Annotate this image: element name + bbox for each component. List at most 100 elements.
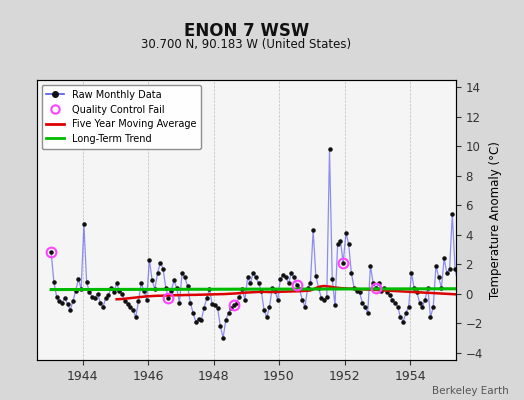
Point	[486, 284, 495, 291]
Point	[279, 271, 287, 278]
Point	[432, 262, 440, 269]
Point	[235, 294, 244, 300]
Point	[159, 266, 167, 272]
Point	[115, 288, 124, 294]
Point	[481, 255, 489, 262]
Point	[506, 248, 514, 254]
Point	[99, 304, 107, 310]
Point	[519, 288, 524, 294]
Text: Berkeley Earth: Berkeley Earth	[432, 386, 508, 396]
Point	[118, 290, 126, 297]
Point	[121, 298, 129, 304]
Point	[58, 299, 66, 306]
Point	[186, 299, 194, 306]
Point	[301, 304, 309, 310]
Point	[254, 280, 263, 286]
Point	[154, 270, 162, 276]
Point	[416, 299, 424, 306]
Point	[222, 317, 230, 324]
Point	[347, 270, 356, 276]
Point	[484, 262, 492, 269]
Point	[161, 284, 170, 291]
Point	[503, 284, 511, 291]
Point	[369, 280, 377, 286]
Point	[211, 302, 219, 309]
Point	[91, 295, 99, 301]
Point	[402, 310, 410, 316]
Point	[508, 270, 517, 276]
Point	[233, 299, 241, 306]
Point	[107, 284, 115, 291]
Point	[410, 284, 418, 291]
Point	[113, 280, 121, 286]
Point	[63, 301, 72, 307]
Point	[407, 270, 416, 276]
Point	[314, 284, 323, 291]
Point	[361, 304, 369, 310]
Point	[200, 305, 208, 312]
Point	[145, 256, 154, 263]
Point	[312, 273, 320, 279]
Point	[178, 270, 187, 276]
Point	[123, 301, 132, 307]
Point	[339, 260, 347, 266]
Point	[497, 299, 506, 306]
Point	[126, 304, 135, 310]
Point	[350, 284, 358, 291]
Point	[80, 221, 88, 228]
Point	[104, 292, 113, 298]
Point	[129, 307, 137, 313]
Point	[325, 146, 334, 152]
Point	[399, 318, 407, 325]
Point	[437, 284, 445, 291]
Legend: Raw Monthly Data, Quality Control Fail, Five Year Moving Average, Long-Term Tren: Raw Monthly Data, Quality Control Fail, …	[41, 85, 201, 149]
Point	[143, 296, 151, 303]
Point	[102, 295, 110, 301]
Point	[296, 286, 304, 292]
Point	[181, 274, 189, 281]
Point	[464, 324, 473, 331]
Point	[366, 262, 375, 269]
Point	[290, 274, 298, 281]
Point	[61, 295, 69, 301]
Point	[421, 296, 429, 303]
Point	[241, 296, 249, 303]
Point	[323, 294, 331, 300]
Point	[50, 279, 58, 285]
Point	[167, 288, 176, 294]
Point	[336, 238, 345, 244]
Point	[292, 282, 301, 288]
Text: ENON 7 WSW: ENON 7 WSW	[183, 22, 309, 40]
Point	[66, 307, 74, 313]
Point	[265, 304, 274, 310]
Point	[456, 288, 465, 294]
Point	[394, 304, 402, 310]
Point	[358, 299, 366, 306]
Point	[342, 230, 350, 236]
Point	[467, 304, 476, 310]
Point	[287, 270, 296, 276]
Point	[298, 296, 307, 303]
Point	[192, 318, 200, 325]
Point	[377, 288, 386, 294]
Point	[380, 284, 388, 291]
Point	[391, 299, 399, 306]
Point	[459, 299, 467, 306]
Point	[333, 240, 342, 247]
Point	[55, 298, 63, 304]
Point	[285, 280, 293, 286]
Point	[156, 260, 165, 266]
Point	[385, 292, 394, 298]
Point	[331, 302, 339, 309]
Point	[282, 274, 290, 281]
Point	[205, 286, 214, 292]
Point	[74, 276, 83, 282]
Point	[246, 280, 255, 286]
Point	[396, 314, 405, 320]
Point	[328, 276, 336, 282]
Point	[276, 276, 285, 282]
Point	[216, 323, 225, 329]
Text: 30.700 N, 90.183 W (United States): 30.700 N, 90.183 W (United States)	[141, 38, 352, 51]
Point	[522, 295, 524, 301]
Point	[165, 295, 173, 301]
